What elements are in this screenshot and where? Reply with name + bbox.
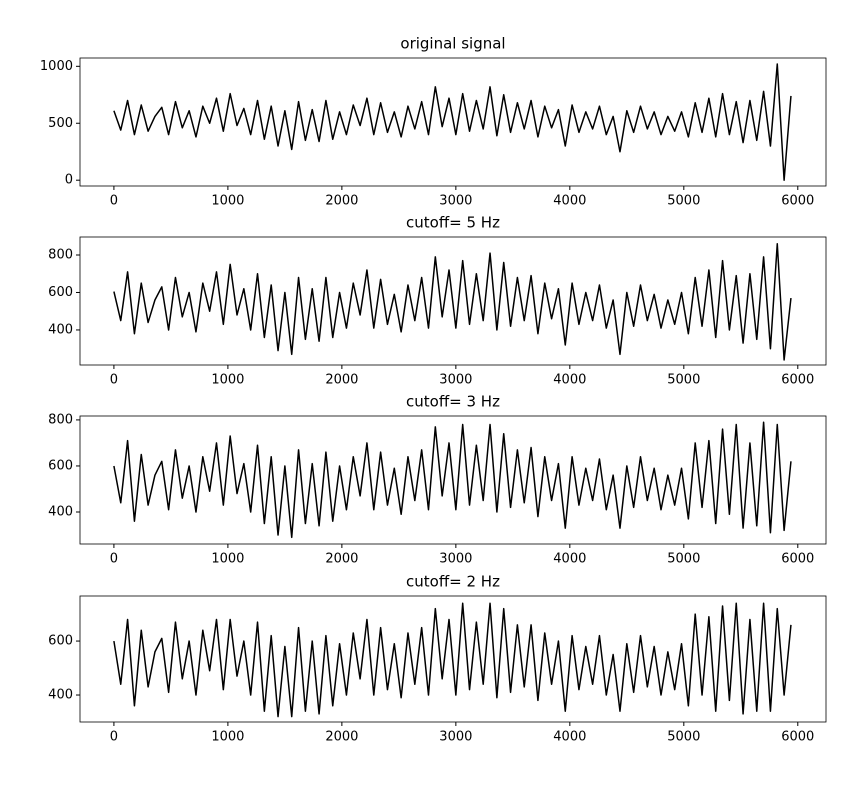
x-tick-label: 0 bbox=[110, 552, 118, 567]
axes-frame bbox=[79, 595, 827, 723]
signal-line bbox=[113, 63, 792, 181]
axes-frame bbox=[79, 57, 827, 187]
subplot-title: cutoff= 3 Hz bbox=[406, 393, 500, 411]
axes-frame bbox=[79, 236, 827, 366]
x-tick-label: 3000 bbox=[439, 194, 472, 209]
subplot-title: original signal bbox=[400, 35, 505, 53]
x-tick-label: 2000 bbox=[325, 373, 358, 388]
x-tick-label: 4000 bbox=[553, 194, 586, 209]
x-tick-label: 3000 bbox=[439, 730, 472, 745]
signal-line bbox=[113, 243, 792, 361]
y-tick-label: 800 bbox=[48, 247, 73, 262]
x-tick-label: 0 bbox=[110, 730, 118, 745]
x-tick-label: 6000 bbox=[781, 194, 814, 209]
x-tick-label: 4000 bbox=[553, 373, 586, 388]
x-tick-label: 6000 bbox=[781, 373, 814, 388]
x-tick-label: 1000 bbox=[211, 730, 244, 745]
subplot-title: cutoff= 2 Hz bbox=[406, 573, 500, 591]
y-tick-label: 600 bbox=[48, 634, 73, 649]
x-tick-label: 0 bbox=[110, 373, 118, 388]
x-tick-label: 5000 bbox=[667, 730, 700, 745]
y-tick-label: 800 bbox=[48, 412, 73, 427]
x-tick-label: 2000 bbox=[325, 552, 358, 567]
y-tick-label: 400 bbox=[48, 322, 73, 337]
subplot-title: cutoff= 5 Hz bbox=[406, 214, 500, 232]
y-tick-label: 400 bbox=[48, 688, 73, 703]
x-tick-label: 4000 bbox=[553, 730, 586, 745]
x-tick-label: 2000 bbox=[325, 194, 358, 209]
x-tick-label: 1000 bbox=[211, 194, 244, 209]
y-tick-label: 1000 bbox=[40, 59, 73, 74]
y-tick-label: 0 bbox=[65, 173, 73, 188]
y-tick-label: 600 bbox=[48, 458, 73, 473]
x-tick-label: 5000 bbox=[667, 194, 700, 209]
x-tick-label: 2000 bbox=[325, 730, 358, 745]
x-tick-label: 1000 bbox=[211, 552, 244, 567]
x-tick-label: 3000 bbox=[439, 552, 472, 567]
x-tick-label: 1000 bbox=[211, 373, 244, 388]
y-tick-label: 400 bbox=[48, 505, 73, 520]
x-tick-label: 6000 bbox=[781, 730, 814, 745]
signal-line bbox=[113, 602, 792, 718]
y-tick-label: 500 bbox=[48, 116, 73, 131]
x-tick-label: 0 bbox=[110, 194, 118, 209]
x-tick-label: 6000 bbox=[781, 552, 814, 567]
signal-line bbox=[113, 421, 792, 539]
x-tick-label: 3000 bbox=[439, 373, 472, 388]
y-tick-label: 600 bbox=[48, 285, 73, 300]
x-tick-label: 5000 bbox=[667, 552, 700, 567]
axes-frame bbox=[79, 415, 827, 545]
x-tick-label: 4000 bbox=[553, 552, 586, 567]
x-tick-label: 5000 bbox=[667, 373, 700, 388]
